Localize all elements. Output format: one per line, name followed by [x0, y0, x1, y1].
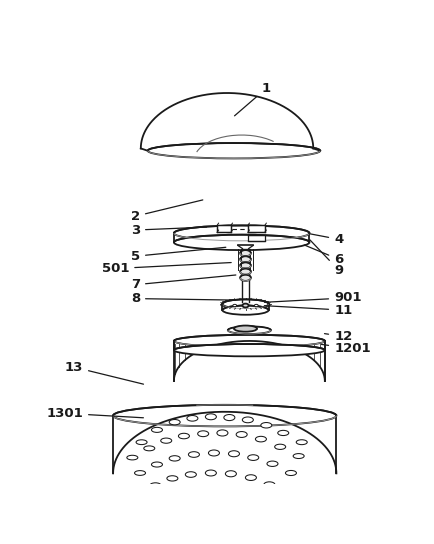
Ellipse shape: [267, 461, 278, 466]
Ellipse shape: [240, 269, 251, 275]
Ellipse shape: [240, 275, 251, 281]
Text: 6: 6: [304, 245, 343, 266]
Ellipse shape: [233, 304, 237, 307]
Text: 13: 13: [65, 361, 144, 384]
Text: 2: 2: [131, 200, 203, 222]
Ellipse shape: [223, 306, 269, 315]
Ellipse shape: [135, 471, 145, 475]
Ellipse shape: [174, 335, 325, 347]
Ellipse shape: [208, 450, 220, 456]
Ellipse shape: [224, 415, 235, 421]
Ellipse shape: [240, 262, 251, 269]
Polygon shape: [113, 412, 336, 473]
Ellipse shape: [243, 304, 249, 307]
Ellipse shape: [185, 472, 196, 477]
Ellipse shape: [256, 436, 266, 442]
Text: 3: 3: [131, 224, 207, 237]
Ellipse shape: [261, 423, 272, 428]
Ellipse shape: [240, 256, 251, 262]
Ellipse shape: [286, 471, 296, 475]
Ellipse shape: [144, 446, 155, 451]
Ellipse shape: [281, 491, 292, 496]
Ellipse shape: [254, 304, 258, 307]
FancyBboxPatch shape: [217, 225, 231, 232]
Text: 7: 7: [131, 275, 236, 291]
Ellipse shape: [150, 483, 161, 488]
Ellipse shape: [225, 471, 237, 477]
Text: 901: 901: [264, 292, 362, 304]
Ellipse shape: [197, 431, 209, 437]
Ellipse shape: [236, 431, 247, 437]
Ellipse shape: [264, 482, 275, 487]
Ellipse shape: [148, 143, 320, 158]
Ellipse shape: [127, 455, 138, 460]
Ellipse shape: [242, 417, 253, 423]
Ellipse shape: [113, 405, 336, 426]
Ellipse shape: [293, 454, 304, 459]
Ellipse shape: [234, 325, 257, 332]
Ellipse shape: [136, 440, 147, 444]
Ellipse shape: [167, 476, 178, 481]
Ellipse shape: [217, 430, 228, 436]
Ellipse shape: [178, 433, 189, 439]
Ellipse shape: [188, 452, 200, 458]
Ellipse shape: [223, 299, 269, 308]
Ellipse shape: [240, 250, 251, 256]
Ellipse shape: [161, 438, 172, 443]
Ellipse shape: [296, 440, 307, 444]
Ellipse shape: [205, 470, 217, 476]
Ellipse shape: [275, 444, 286, 449]
Ellipse shape: [169, 456, 180, 461]
Ellipse shape: [278, 430, 289, 436]
Text: 1301: 1301: [46, 407, 143, 420]
Ellipse shape: [169, 419, 180, 425]
Ellipse shape: [228, 326, 271, 334]
Ellipse shape: [245, 475, 256, 480]
Ellipse shape: [174, 344, 325, 356]
Ellipse shape: [174, 234, 309, 250]
Ellipse shape: [151, 462, 162, 467]
FancyBboxPatch shape: [248, 234, 265, 241]
Text: 1201: 1201: [322, 342, 371, 355]
Ellipse shape: [248, 455, 259, 460]
Ellipse shape: [151, 428, 162, 432]
Text: 1: 1: [234, 82, 271, 116]
Text: 501: 501: [102, 262, 231, 275]
Text: 8: 8: [131, 292, 235, 305]
Text: 11: 11: [264, 304, 352, 317]
Text: 9: 9: [310, 240, 343, 276]
FancyBboxPatch shape: [248, 225, 265, 232]
Ellipse shape: [174, 225, 309, 241]
Ellipse shape: [228, 451, 240, 457]
Ellipse shape: [205, 414, 217, 420]
Ellipse shape: [187, 416, 198, 421]
Text: 4: 4: [309, 233, 343, 246]
Text: 12: 12: [325, 330, 352, 343]
Polygon shape: [174, 341, 325, 381]
Text: 5: 5: [131, 248, 226, 263]
